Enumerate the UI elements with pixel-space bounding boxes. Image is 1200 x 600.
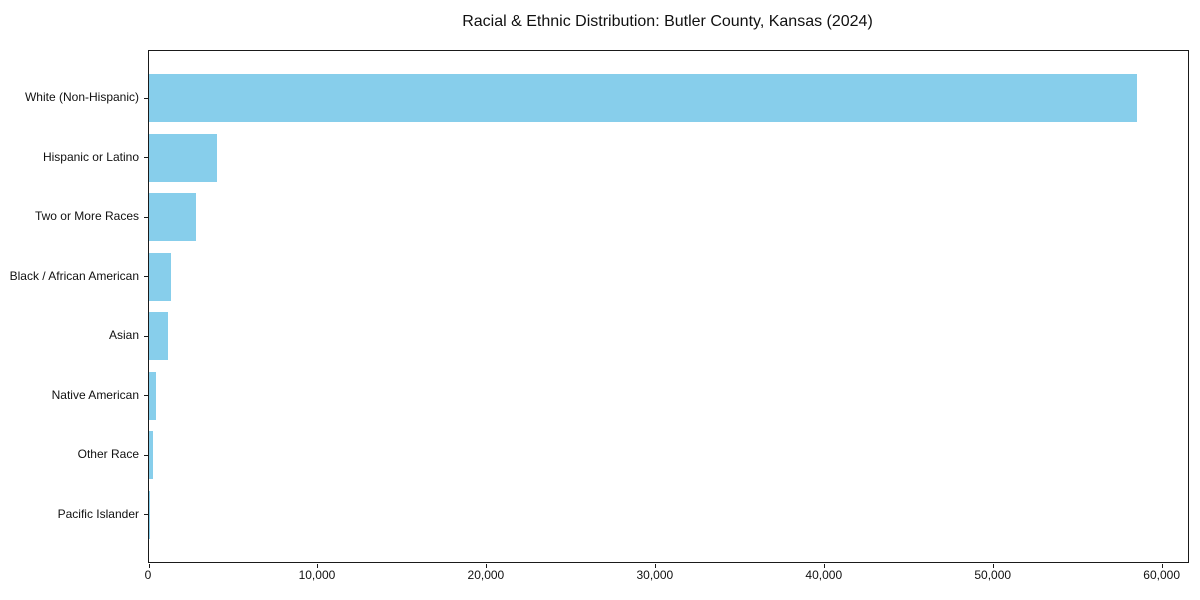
x-tick-mark [824, 564, 826, 568]
y-tick-mark [144, 454, 148, 456]
x-tick-label: 40,000 [805, 568, 843, 582]
bar [149, 490, 150, 539]
x-tick-label: 50,000 [974, 568, 1012, 582]
bar [149, 74, 1138, 122]
y-tick-label: Black / African American [9, 268, 139, 283]
y-tick-mark [144, 97, 148, 99]
chart-title: Racial & Ethnic Distribution: Butler Cou… [462, 13, 873, 30]
bar [149, 312, 169, 361]
y-tick-mark [144, 514, 148, 516]
x-tick-mark [486, 564, 488, 568]
x-tick-label: 60,000 [1143, 568, 1181, 582]
plot-area [144, 50, 1189, 568]
x-tick-mark [655, 564, 657, 568]
bar [149, 431, 154, 480]
y-tick-mark [144, 276, 148, 278]
x-tick-label: 0 [144, 568, 152, 582]
y-tick-label: Asian [108, 328, 139, 343]
y-tick-label: Pacific Islander [57, 506, 139, 521]
y-tick-label: Other Race [77, 447, 139, 462]
y-axis-labels: White (Non-Hispanic) Hispanic or Latino Tw… [0, 0, 139, 600]
y-tick-label: Two or More Races [34, 209, 139, 224]
bar [149, 371, 157, 420]
bar [149, 193, 197, 242]
y-tick-mark [144, 395, 148, 397]
y-tick-mark [144, 216, 148, 218]
x-tick-label: 20,000 [467, 568, 505, 582]
x-tick-mark [1162, 564, 1164, 568]
y-tick-mark [144, 335, 148, 337]
x-tick-mark [317, 564, 319, 568]
bar [149, 252, 171, 301]
x-axis-labels: 0 10,000 20,000 30,000 40,000 50,000 60,000 [144, 568, 1187, 588]
x-tick-label: 30,000 [636, 568, 674, 582]
bar [149, 133, 218, 182]
x-tick-label: 10,000 [298, 568, 336, 582]
y-tick-label: Hispanic or Latino [42, 149, 139, 164]
y-tick-mark [144, 157, 148, 159]
y-tick-label: Native American [51, 387, 139, 402]
y-tick-label: White (Non-Hispanic) [24, 90, 139, 104]
x-tick-mark [993, 564, 995, 568]
x-tick-mark [148, 564, 150, 568]
